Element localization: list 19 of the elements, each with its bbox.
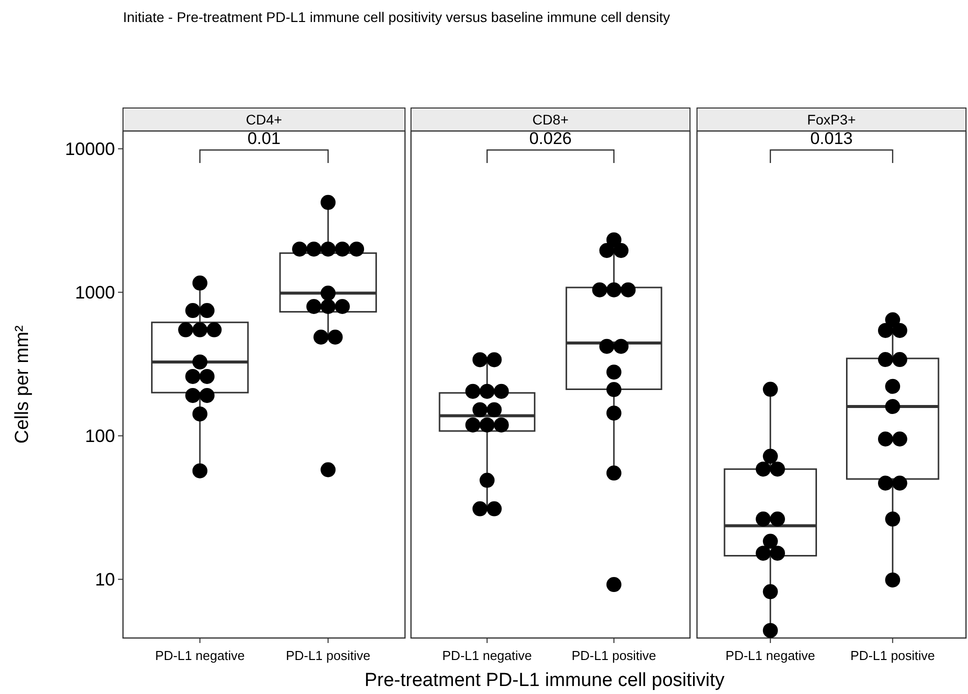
x-tick-label: PD-L1 negative	[442, 648, 532, 663]
x-tick-label: PD-L1 positive	[572, 648, 656, 663]
y-axis-title: Cells per mm²	[12, 325, 33, 444]
y-tick-label: 10	[94, 569, 115, 590]
annotation: 0.013	[810, 129, 853, 148]
x-tick-label: PD-L1 positive	[286, 648, 370, 663]
x-axis-title: Pre-treatment PD-L1 immune cell positivity	[364, 670, 726, 691]
x-tick-label: PD-L1 negative	[726, 648, 816, 663]
x-tick-label: PD-L1 negative	[155, 648, 245, 663]
annotation: 0.026	[529, 129, 572, 148]
chart-title: CD8+	[532, 112, 569, 128]
chart-title: FoxP3+	[807, 112, 856, 128]
y-tick-label: 10000	[64, 138, 115, 159]
y-tick-label: 1000	[74, 282, 115, 302]
y-tick-label: 100	[84, 426, 115, 446]
annotation: 0.01	[247, 129, 281, 148]
chart-title: CD4+	[246, 112, 282, 128]
text: Initiate - Pre-treatment PD-L1 immune cell positivity versus baseline immune cell density	[123, 9, 670, 25]
x-tick-label: PD-L1 positive	[850, 648, 935, 663]
